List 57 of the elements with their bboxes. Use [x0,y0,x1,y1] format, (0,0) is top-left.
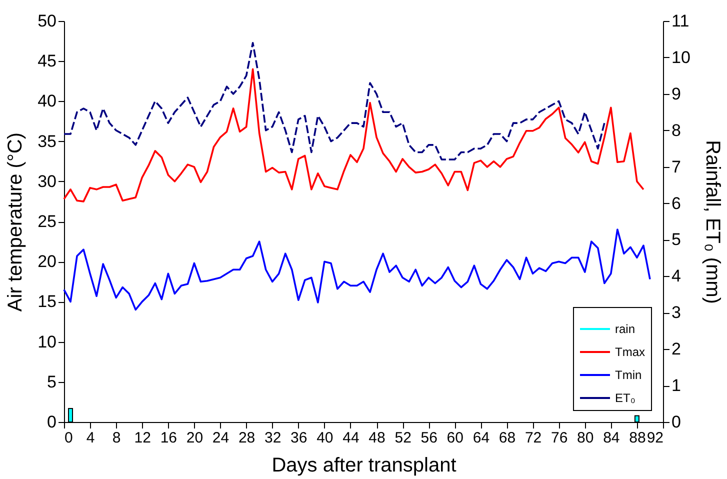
legend-label: rain [615,322,636,336]
x-tick-label: 88 [629,430,646,446]
x-tick-label: 32 [264,430,282,446]
y-tick-label: 0 [47,412,56,432]
legend-label: ET₀ [615,391,636,405]
y2-tick-label: 4 [672,266,681,286]
y-axis-title: Air temperature (°C) [4,132,27,312]
x-tick-label: 64 [472,430,490,446]
y-tick-label: 25 [38,212,56,231]
y-tick-label: 30 [38,172,56,191]
x-tick-label: 72 [524,430,542,446]
x-tick-label: 84 [603,430,620,446]
x-tick-label: 16 [160,430,178,446]
x-tick-label: 0 [64,430,73,446]
y-tick-label: 5 [47,372,56,392]
x-tick-label: 52 [394,430,412,446]
y2-tick-label: 7 [672,157,681,176]
y2-tick-label: 3 [672,303,681,322]
y2-tick-label: 0 [672,412,681,432]
x-axis-title: Days after transplant [272,454,457,476]
line-series [63,68,644,202]
y2-tick-label: 5 [672,230,681,250]
x-tick-label: 8 [112,430,121,446]
x-tick-label: 56 [420,430,438,446]
x-tick-label: 92 [646,430,664,446]
y2-tick-label: 1 [672,376,681,396]
x-tick-label: 36 [290,430,308,446]
y-tick-label: 35 [38,132,56,151]
legend-label: Tmin [615,368,642,382]
y-tick-label: 50 [38,12,56,30]
y-tick-label: 15 [38,292,56,312]
y2-tick-label: 9 [672,84,681,104]
y2-tick-label: 10 [672,48,690,67]
x-tick-label: 4 [86,430,95,446]
y-tick-label: 40 [38,92,56,111]
y-tick-label: 10 [38,332,56,352]
y2-axis-title: Rainfall, ET₀ (mm) [701,140,724,304]
x-tick-label: 40 [316,430,334,446]
y2-tick-label: 11 [672,12,690,30]
y2-tick-label: 2 [672,340,681,359]
y-tick-label: 20 [38,252,56,272]
y2-tick-label: 8 [672,120,681,140]
x-tick-label: 80 [577,430,594,446]
x-tick-label: 28 [238,430,256,446]
x-tick-label: 68 [498,430,516,446]
x-tick-label: 44 [342,430,360,446]
x-tick-label: 12 [134,430,151,446]
x-tick-label: 24 [212,430,230,446]
x-tick-label: 60 [446,430,464,446]
x-tick-label: 76 [550,430,568,446]
line-series [63,228,651,311]
line-series [63,42,606,160]
y2-tick-label: 6 [672,194,681,213]
y-tick-label: 45 [38,52,56,71]
x-tick-label: 20 [186,430,204,446]
x-tick-label: 48 [368,430,386,446]
legend-label: Tmax [615,345,645,359]
